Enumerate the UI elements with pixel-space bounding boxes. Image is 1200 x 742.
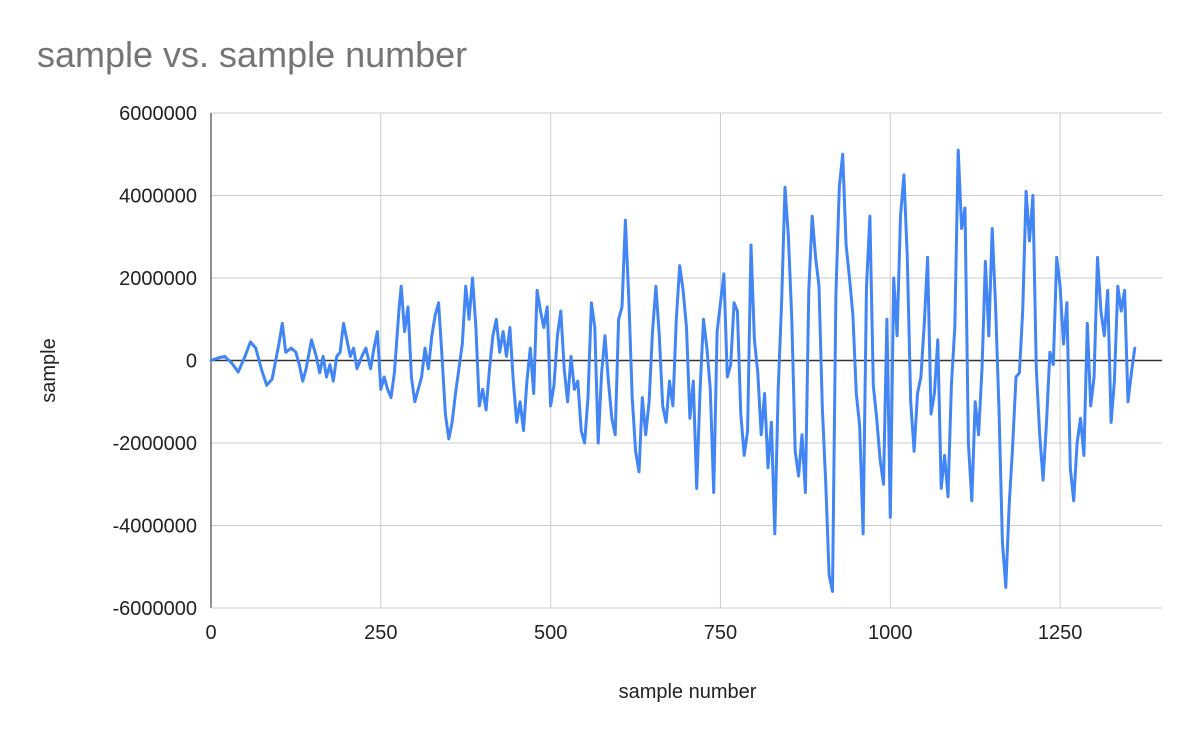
y-axis-title: sample — [38, 338, 60, 402]
y-tick-label: -4000000 — [112, 516, 197, 538]
x-tick-label: 250 — [364, 622, 397, 644]
x-tick-label: 750 — [704, 622, 737, 644]
x-axis-title: sample number — [619, 681, 757, 703]
x-tick-label: 500 — [534, 622, 567, 644]
y-tick-label: -6000000 — [112, 598, 197, 620]
y-tick-label: 2000000 — [119, 268, 197, 290]
chart-title: sample vs. sample number — [37, 34, 468, 75]
tick-labels: -6000000 -4000000 -2000000 0 2000000 4000000 6… — [112, 103, 1082, 644]
y-tick-label: 0 — [186, 351, 197, 373]
series-line — [209, 148, 1137, 593]
series-layer — [209, 148, 1137, 593]
x-tick-label: 1000 — [868, 622, 913, 644]
y-tick-label: 6000000 — [119, 103, 197, 125]
x-tick-label: 1250 — [1038, 622, 1083, 644]
y-tick-label: 4000000 — [119, 186, 197, 208]
y-tick-label: -2000000 — [112, 433, 197, 455]
x-tick-label: 0 — [205, 622, 216, 644]
